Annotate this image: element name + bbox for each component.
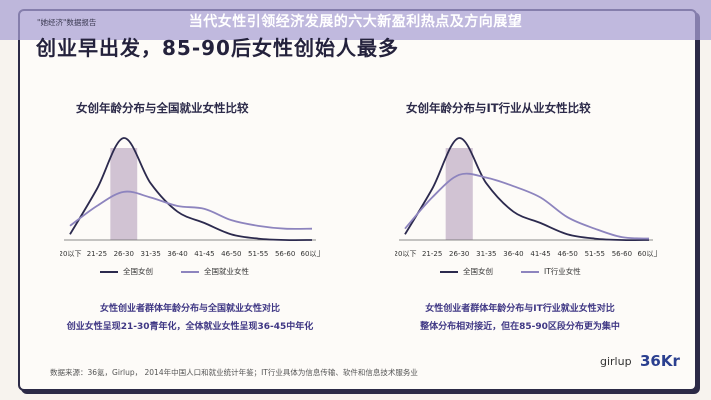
legend-label: 全国女创 [123, 267, 153, 276]
x-tick-label: 51-55 [585, 250, 605, 258]
x-tick-label: 21-25 [87, 250, 107, 258]
x-tick-label: 60以上 [301, 249, 320, 258]
series-line [404, 172, 650, 240]
left-caption-line: 女性创业者群体年龄分布与全国就业女性对比 [99, 304, 280, 314]
top-banner: 当代女性引领经济发展的六大新盈利热点及方向展望 [0, 0, 711, 40]
x-tick-label: 56-60 [275, 250, 295, 258]
x-tick-label: 51-55 [248, 250, 268, 258]
report-tag: "她经济"数据报告 [37, 18, 97, 27]
x-tick-label: 60以上 [638, 249, 657, 258]
x-tick-label: 20以下 [60, 250, 81, 258]
series-line [404, 137, 650, 242]
legend-swatch [440, 270, 458, 273]
left-caption-line: 创业女性呈现21-30青年化，全体就业女性呈现36-45中年化 [66, 322, 314, 332]
legend-swatch [100, 270, 118, 273]
legend-item: 全国就业女性 [181, 266, 249, 277]
x-tick-label: 36-40 [167, 250, 187, 258]
banner-title: 当代女性引领经济发展的六大新盈利热点及方向展望 [188, 14, 523, 30]
x-tick-label: 31-35 [140, 250, 160, 258]
x-tick-label: 46-50 [557, 250, 577, 258]
left-chart: 20以下 21-25 26-30 31-35 36-40 41-45 46-50 51-55 5… [60, 137, 320, 258]
x-tick-label: 26-30 [449, 250, 469, 258]
legend-item: 全国女创 [440, 266, 493, 277]
source-note: 数据来源：36氪，Girlup， 2014年中国人口和就业统计年鉴；IT行业具体… [50, 368, 418, 377]
x-tick-label: 26-30 [114, 250, 134, 258]
highlight-band [110, 148, 138, 240]
legend-label: 全国就业女性 [204, 267, 249, 276]
girlup-logo: girlup [600, 355, 632, 368]
x-tick-label: 21-25 [422, 250, 442, 258]
legend-label: IT行业女性 [544, 267, 581, 276]
kr-logo: 36Kr [640, 352, 680, 370]
x-tick-label: 20以下 [395, 250, 416, 258]
right-legend: 全国女创 IT行业女性 [440, 266, 609, 277]
right-chart: 20以下 21-25 26-30 31-35 36-40 41-45 46-50 51-55 5… [395, 137, 657, 258]
x-tick-label: 56-60 [612, 250, 632, 258]
x-tick-label: 46-50 [221, 250, 241, 258]
legend-swatch [521, 270, 539, 273]
right-caption-line: 整体分布相对接近，但在85-90区段分布更为集中 [420, 322, 620, 332]
headline: 创业早出发，85-90后女性创始人最多 [36, 36, 399, 60]
right-caption-line: 女性创业者群体年龄分布与IT行业就业女性对比 [425, 304, 615, 314]
right-caption: 女性创业者群体年龄分布与IT行业就业女性对比 整体分布相对接近，但在85-90区… [370, 300, 670, 336]
series-line [69, 190, 313, 230]
legend-item: 全国女创 [100, 266, 153, 277]
right-chart-title: 女创年龄分布与IT行业从业女性比较 [406, 101, 591, 115]
left-caption: 女性创业者群体年龄分布与全国就业女性对比 创业女性呈现21-30青年化，全体就业… [40, 300, 340, 336]
legend-swatch [181, 270, 199, 273]
series-line [69, 137, 313, 242]
left-chart-title: 女创年龄分布与全国就业女性比较 [76, 101, 249, 115]
left-legend: 全国女创 全国就业女性 [100, 266, 277, 277]
legend-item: IT行业女性 [521, 266, 581, 277]
x-tick-label: 36-40 [503, 250, 523, 258]
legend-label: 全国女创 [463, 267, 493, 276]
highlight-band [445, 148, 473, 240]
x-tick-label: 31-35 [476, 250, 496, 258]
x-tick-label: 41-45 [530, 250, 550, 258]
x-tick-label: 41-45 [194, 250, 214, 258]
